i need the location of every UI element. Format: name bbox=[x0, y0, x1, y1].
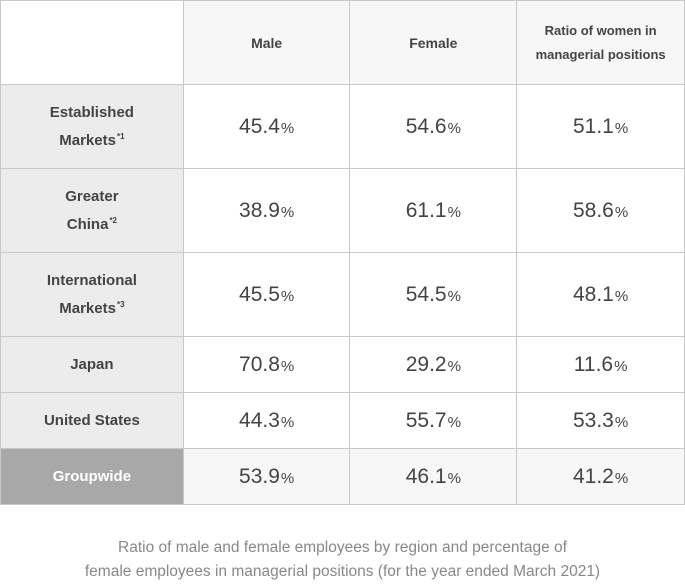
percent-sign: % bbox=[447, 413, 461, 431]
cell-value: 29.2 bbox=[405, 352, 447, 376]
row-label-line: United States bbox=[43, 411, 140, 429]
percent-sign: % bbox=[280, 119, 295, 137]
row-label-line: Markets bbox=[59, 131, 116, 149]
cell-value: 53.3 bbox=[572, 408, 614, 432]
footnote-marker: *2 bbox=[109, 215, 117, 225]
table-row: United States 44.3% 55.7% 53.3% bbox=[0, 392, 685, 449]
row-label-line: Established bbox=[49, 103, 134, 121]
footnote-marker: *1 bbox=[116, 131, 125, 141]
percent-sign: % bbox=[280, 287, 295, 305]
cell-male: 45.5% bbox=[182, 252, 351, 337]
row-label-line: China bbox=[66, 215, 109, 233]
cell-male: 38.9% bbox=[182, 168, 351, 253]
table-row: Established Markets*1 45.4% 54.6% 51.1% bbox=[0, 84, 685, 169]
cell-value: 38.9 bbox=[239, 198, 280, 222]
table-row: Greater China*2 38.9% 61.1% 58.6% bbox=[0, 168, 685, 253]
cell-value: 58.6 bbox=[572, 198, 614, 222]
percent-sign: % bbox=[447, 287, 461, 305]
cell-male: 53.9% bbox=[182, 448, 351, 505]
percent-sign: % bbox=[614, 357, 628, 375]
column-header-female: Female bbox=[349, 0, 518, 85]
cell-ratio-women-managers: 41.2% bbox=[516, 448, 685, 505]
row-label-line: Greater bbox=[65, 187, 119, 205]
cell-ratio-women-managers: 48.1% bbox=[516, 252, 685, 337]
cell-value: 54.5 bbox=[405, 282, 447, 306]
percent-sign: % bbox=[447, 357, 461, 375]
footnote-marker: *3 bbox=[116, 299, 125, 309]
cell-value: 41.2 bbox=[572, 464, 614, 488]
cell-male: 44.3% bbox=[182, 392, 351, 449]
cell-value: 45.5 bbox=[239, 282, 280, 306]
percent-sign: % bbox=[614, 287, 629, 305]
cell-value: 46.1 bbox=[405, 464, 447, 488]
percent-sign: % bbox=[280, 357, 295, 375]
percent-sign: % bbox=[447, 203, 461, 221]
row-label-line: International bbox=[46, 271, 137, 289]
cell-value: 55.7 bbox=[405, 408, 447, 432]
percent-sign: % bbox=[614, 413, 629, 431]
cell-value: 70.8 bbox=[239, 352, 280, 376]
cell-ratio-women-managers: 51.1% bbox=[516, 84, 685, 169]
percent-sign: % bbox=[447, 119, 461, 137]
row-label-line: Markets bbox=[59, 299, 116, 317]
table-row: International Markets*3 45.5% 54.5% 48.1% bbox=[0, 252, 685, 337]
percent-sign: % bbox=[614, 119, 629, 137]
cell-value: 11.6 bbox=[573, 352, 614, 376]
percent-sign: % bbox=[614, 203, 629, 221]
row-header: Greater China*2 bbox=[0, 168, 184, 253]
cell-female: 61.1% bbox=[349, 168, 518, 253]
cell-ratio-women-managers: 58.6% bbox=[516, 168, 685, 253]
corner-cell bbox=[0, 0, 184, 85]
table-caption: Ratio of male and female employees by re… bbox=[0, 536, 685, 584]
table-row: Japan 70.8% 29.2% 11.6% bbox=[0, 336, 685, 393]
employee-ratio-table: Male Female Ratio of women in managerial… bbox=[0, 0, 685, 505]
cell-male: 45.4% bbox=[182, 84, 351, 169]
table-row: Groupwide 53.9% 46.1% 41.2% bbox=[0, 448, 685, 505]
row-header: United States bbox=[0, 392, 184, 449]
cell-value: 54.6 bbox=[405, 114, 447, 138]
cell-ratio-women-managers: 11.6% bbox=[516, 336, 685, 393]
cell-female: 54.5% bbox=[349, 252, 518, 337]
cell-female: 55.7% bbox=[349, 392, 518, 449]
cell-value: 61.1 bbox=[405, 198, 447, 222]
percent-sign: % bbox=[614, 469, 629, 487]
header-row: Male Female Ratio of women in managerial… bbox=[0, 0, 685, 85]
column-header-male: Male bbox=[182, 0, 351, 85]
cell-value: 45.4 bbox=[239, 114, 280, 138]
cell-value: 53.9 bbox=[239, 464, 280, 488]
row-label-line: Groupwide bbox=[52, 467, 132, 485]
percent-sign: % bbox=[447, 469, 461, 487]
cell-value: 44.3 bbox=[239, 408, 280, 432]
percent-sign: % bbox=[280, 203, 295, 221]
row-header: Established Markets*1 bbox=[0, 84, 184, 169]
row-header: Japan bbox=[0, 336, 184, 393]
caption-line-2: female employees in managerial positions… bbox=[84, 563, 601, 580]
cell-value: 48.1 bbox=[572, 282, 614, 306]
row-label-line: Japan bbox=[70, 355, 114, 373]
percent-sign: % bbox=[280, 469, 295, 487]
caption-line-1: Ratio of male and female employees by re… bbox=[118, 539, 567, 556]
column-header-ratio-women-managers: Ratio of women in managerial positions bbox=[516, 0, 685, 85]
row-header: International Markets*3 bbox=[0, 252, 184, 337]
cell-female: 54.6% bbox=[349, 84, 518, 169]
cell-value: 51.1 bbox=[572, 114, 614, 138]
percent-sign: % bbox=[280, 413, 295, 431]
cell-female: 46.1% bbox=[349, 448, 518, 505]
cell-female: 29.2% bbox=[349, 336, 518, 393]
row-header: Groupwide bbox=[0, 448, 184, 505]
table-body: Established Markets*1 45.4% 54.6% 51.1% Great… bbox=[0, 84, 685, 505]
cell-ratio-women-managers: 53.3% bbox=[516, 392, 685, 449]
cell-male: 70.8% bbox=[182, 336, 351, 393]
